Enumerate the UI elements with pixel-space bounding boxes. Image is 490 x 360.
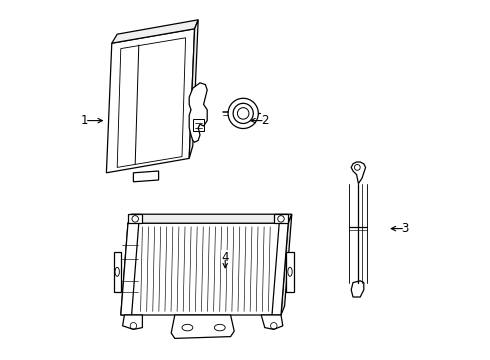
Polygon shape bbox=[128, 214, 143, 223]
Circle shape bbox=[233, 103, 253, 123]
Polygon shape bbox=[128, 214, 292, 223]
Polygon shape bbox=[189, 83, 207, 142]
Text: 4: 4 bbox=[221, 251, 229, 264]
Polygon shape bbox=[272, 223, 288, 315]
Polygon shape bbox=[286, 252, 294, 292]
Polygon shape bbox=[274, 214, 288, 223]
Polygon shape bbox=[114, 252, 121, 292]
Polygon shape bbox=[281, 214, 292, 315]
Text: 3: 3 bbox=[401, 222, 409, 235]
Polygon shape bbox=[133, 171, 159, 182]
Polygon shape bbox=[112, 20, 198, 43]
Polygon shape bbox=[106, 29, 195, 173]
Circle shape bbox=[228, 98, 258, 129]
Polygon shape bbox=[122, 315, 143, 329]
Polygon shape bbox=[261, 315, 283, 329]
Polygon shape bbox=[121, 223, 139, 315]
Text: 2: 2 bbox=[261, 114, 269, 127]
Polygon shape bbox=[189, 20, 198, 158]
Polygon shape bbox=[351, 281, 364, 297]
Polygon shape bbox=[171, 315, 234, 338]
Polygon shape bbox=[121, 223, 288, 315]
Text: 1: 1 bbox=[81, 114, 89, 127]
Circle shape bbox=[238, 108, 249, 119]
Polygon shape bbox=[351, 162, 366, 184]
